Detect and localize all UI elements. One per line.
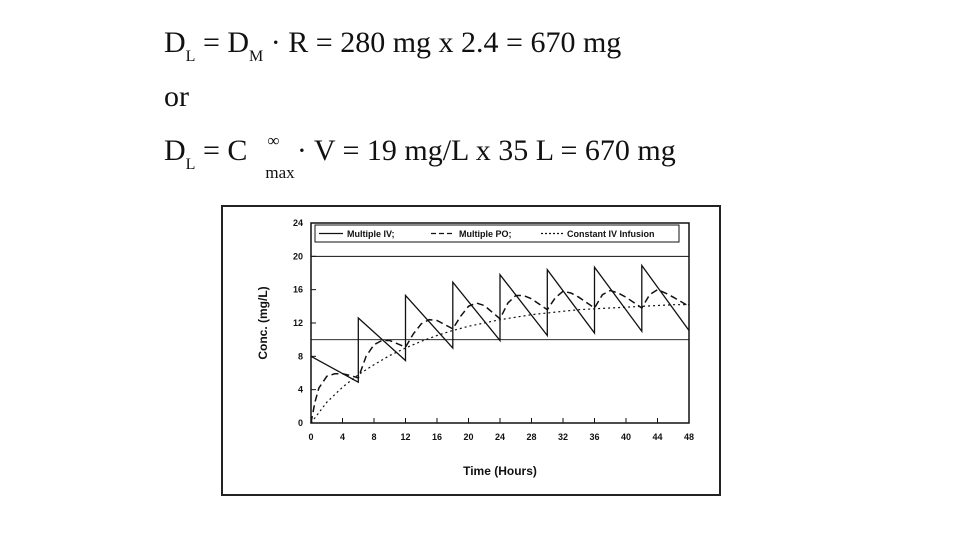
y-tick-label: 20	[293, 251, 303, 261]
legend-box	[314, 224, 680, 243]
series-line-dotted	[310, 304, 689, 424]
max-subscript: max	[265, 163, 295, 182]
or-text: or	[164, 80, 189, 113]
eq1-lhs: D	[164, 26, 186, 59]
equation-conc-volume: DL = C ∞ max · V = 19 mg/L x 35 L = 670 mg	[164, 131, 676, 182]
legend-label: Constant IV Infusion	[567, 229, 655, 239]
eq2-lhs-subscript: L	[185, 156, 196, 173]
x-tick-label: 40	[621, 432, 631, 442]
concentration-time-figure: 0 4 8 12 16 20 24 0 4 8 12 16 20 24 28 32 36 40 44 48 Time (…	[221, 205, 721, 496]
y-tick-label: 12	[293, 318, 303, 328]
x-tick-label: 28	[526, 432, 536, 442]
y-tick-label: 8	[298, 351, 303, 361]
y-tick-label: 4	[298, 385, 303, 395]
y-tick-label: 16	[293, 285, 303, 295]
eq2-rest: · V = 19 mg/L x 35 L = 670 mg	[289, 134, 676, 167]
series-line-dashed	[310, 288, 690, 424]
x-tick-label: 48	[684, 432, 694, 442]
x-axis-label: Time (Hours)	[463, 464, 537, 478]
x-tick-label: 24	[495, 432, 505, 442]
x-tick-label: 12	[400, 432, 410, 442]
x-tick-label: 16	[432, 432, 442, 442]
y-tick-label: 24	[293, 218, 303, 228]
eq2-lhs: D	[164, 134, 186, 167]
legend-label: Multiple IV;	[347, 229, 395, 239]
x-tick-label: 0	[308, 432, 313, 442]
eq2-equals: = C	[195, 134, 248, 167]
eq1-lhs-subscript: L	[185, 48, 196, 65]
x-tick-label: 8	[371, 432, 376, 442]
series-line-solid	[310, 263, 690, 384]
y-tick-label: 0	[298, 418, 303, 428]
x-tick-label: 20	[463, 432, 473, 442]
x-tick-label: 36	[589, 432, 599, 442]
y-axis-label: Conc. (mg/L)	[256, 286, 270, 359]
eq1-m-subscript: M	[249, 48, 264, 65]
x-tick-label: 32	[558, 432, 568, 442]
infinity-superscript: ∞	[267, 131, 280, 150]
eq1-dm: = D	[195, 26, 250, 59]
x-tick-label: 4	[340, 432, 345, 442]
equation-dose-rate: DL = DM · R = 280 mg x 2.4 = 670 mg	[164, 26, 621, 74]
legend-label: Multiple PO;	[459, 229, 512, 239]
eq1-rest: · R = 280 mg x 2.4 = 670 mg	[263, 26, 622, 59]
x-tick-label: 44	[652, 432, 662, 442]
